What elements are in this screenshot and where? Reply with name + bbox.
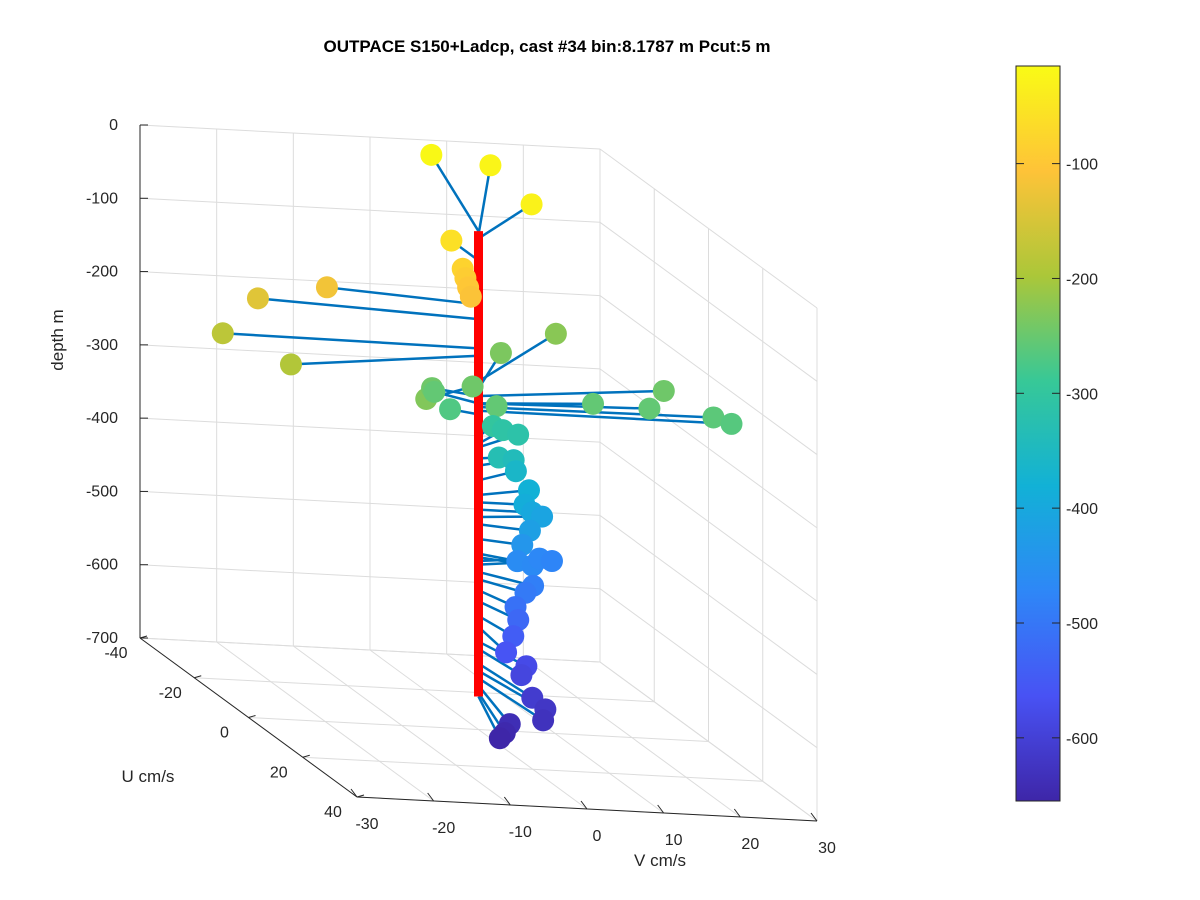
- z-tick-label: -600: [86, 557, 118, 574]
- grid-line: [139, 124, 601, 150]
- velocity-point: [702, 406, 725, 429]
- velocity-stick: [477, 332, 557, 383]
- velocity-point: [495, 641, 518, 664]
- grid-line: [139, 271, 601, 297]
- z-tick-label: -100: [86, 190, 118, 207]
- y-tick-label: 20: [270, 764, 288, 781]
- z-tick-label: -700: [86, 630, 118, 647]
- velocity-point: [420, 143, 443, 166]
- colorbar-ticks: -100 -200 -300 -400 -500 -600: [1016, 157, 1098, 748]
- y-tick-mark: [194, 675, 202, 679]
- grid-line: [302, 756, 763, 782]
- grid-line: [599, 148, 818, 309]
- velocity-stick: [290, 354, 479, 366]
- velocity-point: [720, 412, 743, 435]
- colorbar-tick-label: -400: [1066, 501, 1098, 518]
- y-tick-mark: [139, 635, 148, 639]
- velocity-point: [504, 460, 527, 483]
- y-tick-label: -40: [104, 645, 127, 662]
- velocity-point: [279, 353, 302, 376]
- grid-line: [139, 197, 601, 223]
- colorbar-tick-label: -600: [1066, 731, 1098, 748]
- velocity-point: [582, 392, 605, 415]
- velocity-point: [439, 398, 462, 421]
- velocity-point: [510, 664, 533, 687]
- y-tick-label: 0: [220, 725, 229, 742]
- velocity-point: [479, 154, 502, 177]
- x-tick-mark: [810, 812, 818, 822]
- x-tick-label: -20: [432, 820, 455, 837]
- velocity-stick: [477, 165, 492, 236]
- velocity-point: [461, 375, 484, 398]
- velocity-point: [489, 341, 512, 364]
- x-tick-label: 0: [593, 828, 602, 845]
- y-axis-label: U cm/s: [122, 767, 175, 786]
- colorbar-tick-label: -500: [1066, 616, 1098, 633]
- z-tick-label: -500: [86, 483, 118, 500]
- x-tick-label: 20: [741, 836, 759, 853]
- x-tick-mark: [580, 800, 588, 810]
- grid-line: [139, 344, 601, 370]
- x-tick-mark: [503, 796, 511, 806]
- velocity-point: [652, 379, 675, 402]
- grid-line: [599, 368, 818, 529]
- y-tick-mark: [356, 794, 365, 798]
- colorbar-fill: [1015, 65, 1061, 802]
- velocity-point: [459, 285, 482, 308]
- y-tick-mark: [302, 754, 310, 758]
- velocity-stick: [430, 154, 480, 232]
- velocity-point: [423, 380, 446, 403]
- velocity-point: [520, 193, 543, 216]
- z-tick-label: 0: [109, 117, 118, 134]
- velocity-point: [488, 727, 511, 750]
- x-tick-label: -30: [355, 816, 378, 833]
- tick-layer: 0-100-200-300-400-500-600-700-40-2002040…: [86, 117, 836, 857]
- z-tick-label: -400: [86, 410, 118, 427]
- velocity-point: [507, 423, 530, 446]
- velocity-point: [485, 395, 508, 418]
- grid-line: [194, 677, 655, 703]
- grid-line: [599, 295, 818, 455]
- velocity-point: [246, 287, 269, 310]
- colorbar-tick-label: -100: [1066, 157, 1098, 174]
- velocity-stick: [478, 409, 732, 426]
- velocity-stick: [326, 286, 479, 306]
- velocity-stick: [477, 677, 544, 722]
- grid-line: [599, 221, 818, 382]
- grid-line: [599, 588, 818, 749]
- x-tick-mark: [427, 792, 435, 802]
- y-tick-label: 40: [324, 804, 342, 821]
- z-axis-label: depth m: [48, 309, 67, 370]
- velocity-stick: [478, 389, 664, 398]
- velocity-point: [540, 550, 563, 573]
- grid-line: [248, 717, 709, 742]
- x-axis-label: V cm/s: [634, 851, 686, 870]
- x-tick-mark: [733, 808, 741, 818]
- grid-line: [599, 441, 818, 602]
- chart-title: OUTPACE S150+Ladcp, cast #34 bin:8.1787 …: [323, 37, 770, 56]
- x-tick-mark: [350, 788, 358, 798]
- x-tick-label: -10: [509, 824, 532, 841]
- x-tick-label: 10: [665, 832, 683, 849]
- velocity-point: [440, 229, 463, 252]
- velocity-point: [638, 397, 661, 420]
- y-tick-label: -20: [159, 685, 182, 702]
- point-layer: [211, 143, 743, 750]
- z-tick-label: -300: [86, 337, 118, 354]
- x-tick-label: 30: [818, 840, 836, 857]
- velocity-point: [211, 322, 234, 345]
- velocity-stick: [257, 297, 479, 321]
- velocity-point: [544, 322, 567, 345]
- grid-line: [599, 515, 818, 675]
- velocity-point: [315, 276, 338, 299]
- colorbar-tick-label: -300: [1066, 386, 1098, 403]
- velocity-stick: [222, 331, 479, 350]
- y-tick-mark: [248, 715, 256, 718]
- colorbar-tick-label: -200: [1066, 271, 1098, 288]
- z-tick-label: -200: [86, 264, 118, 281]
- x-tick-mark: [657, 804, 665, 814]
- colorbar: -100 -200 -300 -400 -500 -600: [1015, 65, 1098, 802]
- velocity-point: [532, 709, 555, 732]
